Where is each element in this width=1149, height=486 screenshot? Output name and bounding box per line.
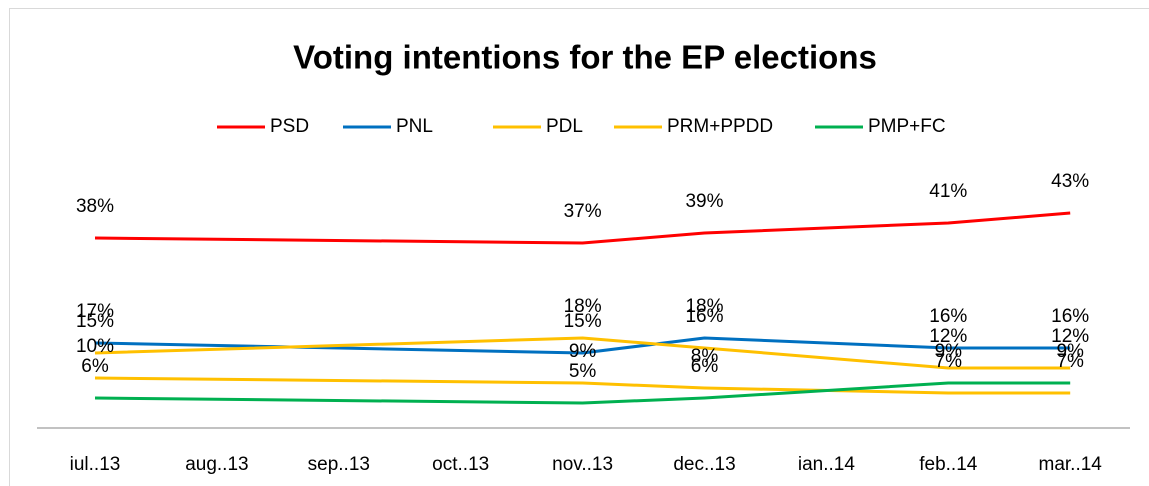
legend-label: PDL xyxy=(546,116,583,137)
series-line xyxy=(94,211,1071,245)
x-tick-label: feb..14 xyxy=(919,454,978,475)
data-label: 12% xyxy=(1051,326,1089,347)
data-label: 12% xyxy=(929,326,967,347)
data-label: 37% xyxy=(564,201,602,222)
legend-label: PNL xyxy=(396,116,433,137)
data-label: 18% xyxy=(564,296,602,317)
data-label: 17% xyxy=(76,301,114,322)
series-line xyxy=(94,336,1071,355)
data-label: 39% xyxy=(685,191,723,212)
data-label: 38% xyxy=(76,196,114,217)
data-label: 7% xyxy=(1056,351,1084,372)
data-label: 6% xyxy=(691,356,719,377)
series-line xyxy=(94,336,1071,370)
data-label: 9% xyxy=(935,341,963,362)
chart-title: Voting intentions for the EP elections xyxy=(293,39,877,76)
data-label: 8% xyxy=(691,346,719,367)
data-label: 5% xyxy=(569,361,597,382)
series-line xyxy=(94,381,1071,405)
data-label: 15% xyxy=(76,311,114,332)
x-tick-label: dec..13 xyxy=(673,454,735,475)
legend-label: PRM+PPDD xyxy=(667,116,773,137)
legend-label: PMP+FC xyxy=(868,116,946,137)
x-tick-label: ian..14 xyxy=(798,454,855,475)
data-label: 16% xyxy=(1051,306,1089,327)
x-tick-label: sep..13 xyxy=(308,454,370,475)
x-tick-label: iul..13 xyxy=(70,454,121,475)
data-label: 9% xyxy=(569,341,597,362)
data-label: 41% xyxy=(929,181,967,202)
legend-label: PSD xyxy=(270,116,309,137)
data-label: 7% xyxy=(935,351,963,372)
x-tick-label: mar..14 xyxy=(1039,454,1103,475)
x-tick-label: aug..13 xyxy=(185,454,248,475)
chart-frame xyxy=(9,8,1149,486)
data-label: 43% xyxy=(1051,171,1089,192)
series-line xyxy=(94,376,1071,395)
x-tick-label: nov..13 xyxy=(552,454,613,475)
data-label: 10% xyxy=(76,336,114,357)
data-label: 16% xyxy=(685,306,723,327)
data-label: 6% xyxy=(81,356,109,377)
data-label: 18% xyxy=(685,296,723,317)
data-label: 9% xyxy=(1056,341,1084,362)
data-label: 16% xyxy=(929,306,967,327)
x-tick-label: oct..13 xyxy=(432,454,489,475)
data-label: 15% xyxy=(564,311,602,332)
